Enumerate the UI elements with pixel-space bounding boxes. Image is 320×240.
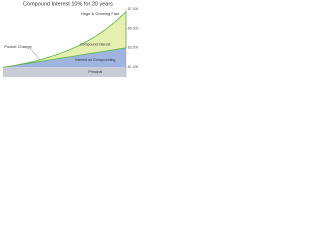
- y-tick-label: $3,000: [128, 46, 138, 50]
- area: [3, 67, 126, 77]
- chart-title: Compound Interest 10% for 20 years: [23, 1, 113, 7]
- y-tick-label: $1,000: [128, 65, 138, 69]
- annotation-pointer: [29, 47, 41, 61]
- series-label: Interest on Compounding: [75, 58, 115, 62]
- chart: Compound Interest 10% for 20 years Princ…: [2, 1, 138, 77]
- y-tick-label: $7,000: [128, 7, 138, 11]
- series-label: Compound interest: [80, 43, 110, 47]
- annotation: Pocket Change: [4, 44, 32, 49]
- y-tick-label: $5,000: [128, 26, 138, 30]
- series-label: Principal: [88, 70, 102, 74]
- page: Compound Interest 10% for 20 years Princ…: [0, 0, 145, 80]
- annotation: Huge & Growing Fast: [81, 11, 120, 16]
